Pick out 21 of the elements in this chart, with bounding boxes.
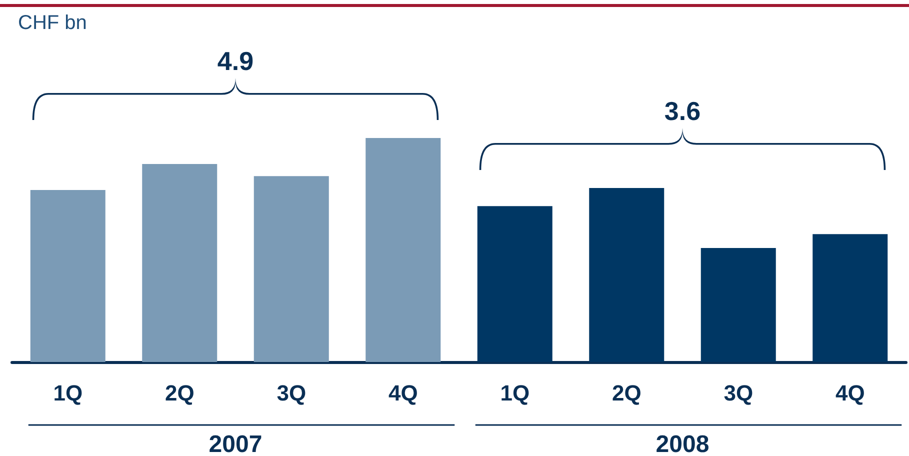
bar xyxy=(589,188,664,362)
bar xyxy=(254,176,329,362)
x-tick-label: 3Q xyxy=(276,380,306,406)
x-tick-label: 1Q xyxy=(53,380,83,406)
bar xyxy=(812,234,888,362)
x-tick-label: 4Q xyxy=(388,380,418,406)
x-tick-label: 2Q xyxy=(164,380,194,406)
bar xyxy=(366,138,441,362)
x-tick-label: 3Q xyxy=(724,380,754,406)
x-tick-label: 2Q xyxy=(612,380,642,406)
text: 2007 xyxy=(208,431,262,456)
x-tick-label: 1Q xyxy=(500,380,530,406)
x-tick-label: 4Q xyxy=(835,380,865,406)
text: CHF bn xyxy=(18,12,87,35)
text: 3.6 xyxy=(664,96,701,126)
text: 4.9 xyxy=(217,46,254,76)
bar xyxy=(700,248,776,362)
bar xyxy=(142,164,218,362)
bar xyxy=(30,190,106,362)
bar xyxy=(477,206,552,362)
text: 2008 xyxy=(656,431,710,456)
